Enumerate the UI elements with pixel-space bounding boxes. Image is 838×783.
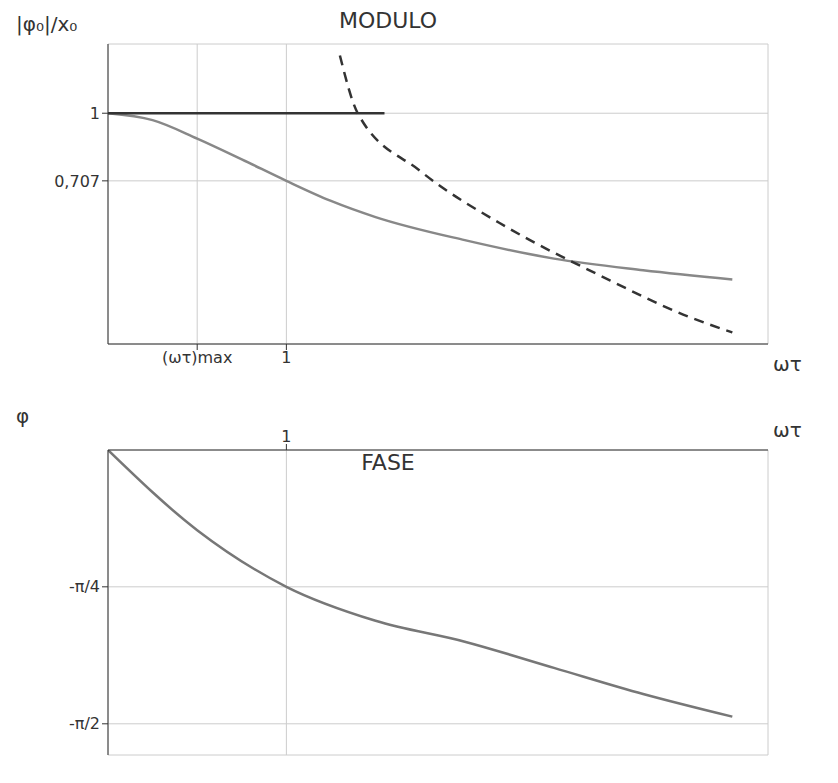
html-text:φ: φ (16, 404, 30, 428)
html-text:MODULO: MODULO (338, 8, 438, 33)
svg-text:-π/4: -π/4 (69, 577, 100, 596)
svg-text:0,707: 0,707 (54, 172, 100, 191)
svg-text:1: 1 (90, 104, 100, 123)
svg-text:(ωτ)max: (ωτ)max (162, 348, 232, 367)
svg-text:-π/2: -π/2 (69, 714, 100, 733)
svg-text:1: 1 (281, 427, 291, 446)
svg-text:ωτ: ωτ (773, 352, 802, 376)
svg-text:1: 1 (281, 348, 291, 367)
html-text:FASE: FASE (361, 450, 415, 475)
svg-text:ωτ: ωτ (773, 418, 802, 442)
html-text:|φ₀|/x₀: |φ₀|/x₀ (16, 12, 78, 36)
